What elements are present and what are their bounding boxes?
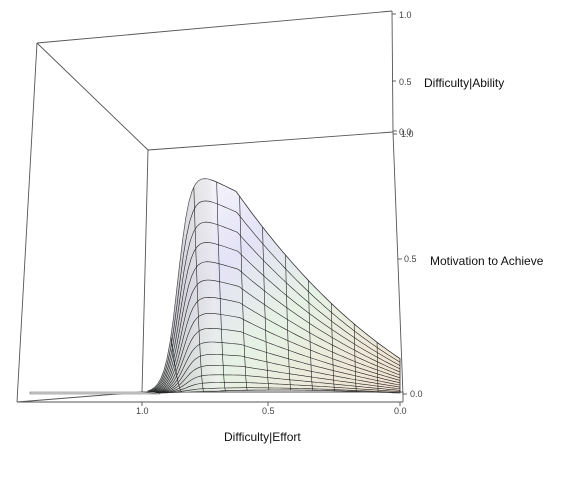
mesh-line-effort bbox=[193, 187, 204, 392]
y-tick-label: 1.0 bbox=[399, 10, 412, 20]
mesh-line-effort bbox=[331, 303, 335, 391]
surface-shade bbox=[148, 178, 220, 393]
mesh-line-ability bbox=[155, 341, 401, 393]
mesh-line-effort bbox=[239, 196, 248, 391]
mesh-line-ability bbox=[150, 242, 401, 392]
z-axis-label: Motivation to Achieve bbox=[430, 254, 544, 268]
mesh-line-ability bbox=[154, 327, 401, 393]
bounding-box bbox=[16, 10, 404, 403]
y-tick-label: 0.0 bbox=[399, 127, 412, 137]
z-tick-label: 0.0 bbox=[410, 389, 423, 399]
axis-ticks: 1.0 0.5 0.0 1.0 0.5 0.0 0.0 0.5 1.0 bbox=[136, 10, 423, 416]
mesh-line-ability bbox=[151, 279, 401, 393]
x-tick-label: 1.0 bbox=[136, 406, 149, 416]
z-tick-label: 1.0 bbox=[401, 129, 414, 139]
mesh-line-effort bbox=[285, 254, 292, 391]
mesh-line-ability bbox=[148, 200, 401, 392]
mesh-line-ability bbox=[153, 313, 401, 393]
mesh-line-ability bbox=[156, 365, 401, 394]
x-tick-label: 0.5 bbox=[262, 406, 275, 416]
y-axis-label: Difficulty|Ability bbox=[424, 76, 504, 90]
x-tick-label: 0.0 bbox=[394, 406, 407, 416]
mesh-line-ability bbox=[155, 354, 401, 393]
mesh-line-ability bbox=[152, 296, 401, 393]
mesh-line-ability bbox=[157, 374, 401, 394]
mesh-line-effort bbox=[170, 336, 182, 393]
mesh-line-effort bbox=[376, 342, 379, 393]
mesh-line-ability bbox=[149, 221, 401, 392]
mesh-line-ability bbox=[151, 261, 401, 393]
mesh-line-ability bbox=[158, 382, 401, 394]
x-axis-label: Difficulty|Effort bbox=[224, 430, 301, 444]
y-tick-label: 0.5 bbox=[399, 77, 412, 87]
mesh-line-effort bbox=[262, 226, 270, 391]
surface bbox=[146, 178, 401, 394]
mesh-line-ability bbox=[159, 387, 401, 394]
mesh-line-effort bbox=[353, 323, 357, 392]
surface-flat-region bbox=[29, 391, 161, 395]
mesh-line-effort bbox=[216, 182, 226, 391]
mesh-line-effort bbox=[308, 280, 313, 391]
z-tick-label: 0.5 bbox=[404, 254, 417, 264]
